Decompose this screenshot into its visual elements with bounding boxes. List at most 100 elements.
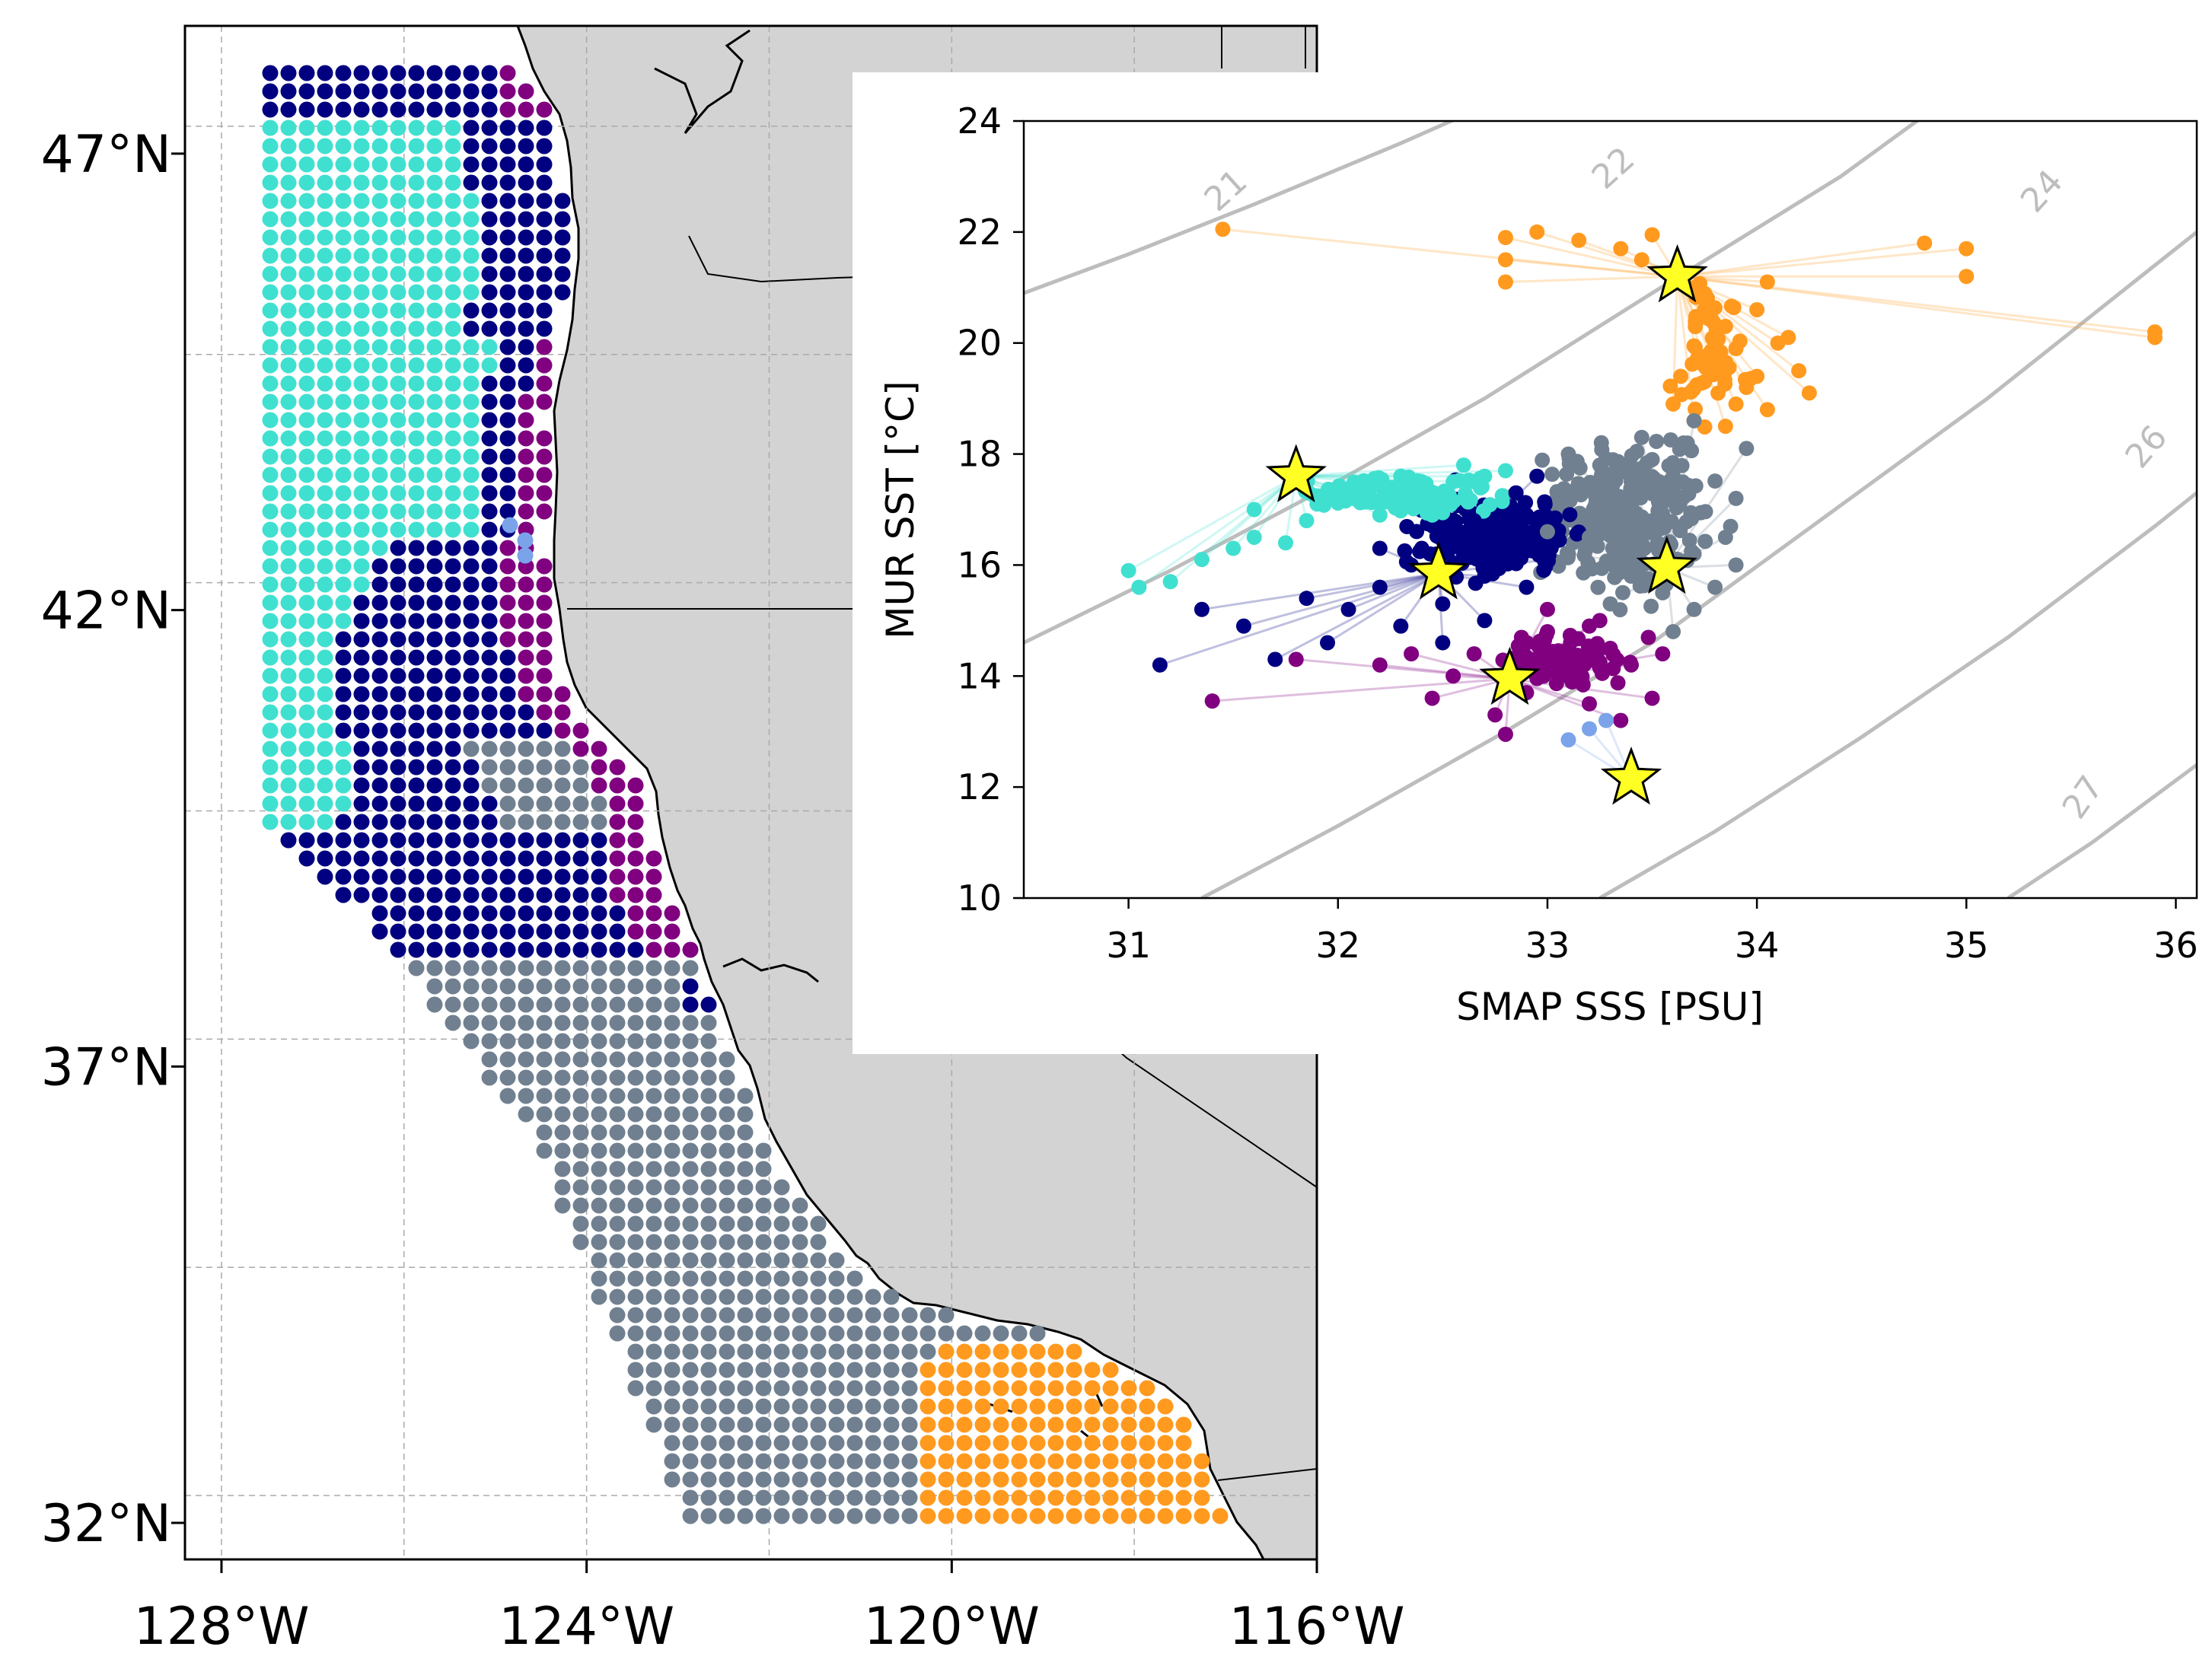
map-grid-cell-dot bbox=[993, 1343, 1009, 1360]
map-grid-cell-dot bbox=[262, 65, 279, 81]
map-grid-cell-dot bbox=[445, 905, 461, 922]
map-grid-cell-dot bbox=[700, 1270, 717, 1287]
map-grid-cell-dot bbox=[426, 923, 443, 940]
map-grid-cell-dot bbox=[390, 211, 406, 228]
centroid-star bbox=[1636, 535, 1697, 594]
map-grid-cell-dot bbox=[737, 1508, 754, 1524]
map-grid-cell-dot bbox=[645, 1325, 662, 1342]
cluster-point bbox=[1595, 516, 1611, 532]
map-grid-cell-dot bbox=[390, 759, 406, 776]
map-grid-cell-dot bbox=[645, 978, 662, 995]
map-grid-cell-dot bbox=[445, 741, 461, 757]
cluster-point bbox=[1549, 484, 1565, 500]
map-grid-cell-dot bbox=[572, 850, 589, 867]
map-grid-cell-dot bbox=[371, 485, 388, 502]
map-grid-cell-dot bbox=[408, 594, 425, 611]
cluster-point bbox=[1340, 601, 1356, 617]
map-grid-cell-dot bbox=[536, 1014, 553, 1031]
map-grid-cell-dot bbox=[280, 667, 297, 684]
map-grid-cell-dot bbox=[317, 302, 333, 319]
map-grid-cell-dot bbox=[609, 850, 626, 867]
map-grid-cell-dot bbox=[773, 1270, 790, 1287]
map-grid-cell-dot bbox=[390, 138, 406, 154]
map-grid-cell-dot bbox=[700, 1088, 717, 1104]
cluster-point bbox=[1728, 490, 1744, 506]
map-grid-cell-dot bbox=[317, 686, 333, 702]
cluster-point bbox=[1801, 385, 1817, 401]
map-grid-cell-dot bbox=[262, 814, 279, 830]
map-grid-cell-dot bbox=[518, 613, 534, 629]
map-grid-cell-dot bbox=[499, 996, 516, 1013]
map-x-tick-label: 116°W bbox=[1229, 1597, 1404, 1657]
map-grid-cell-dot bbox=[645, 923, 662, 940]
map-grid-cell-dot bbox=[499, 887, 516, 903]
map-grid-cell-dot bbox=[463, 65, 480, 81]
cluster-point bbox=[1669, 500, 1684, 516]
map-grid-cell-dot bbox=[682, 1124, 699, 1141]
map-grid-cell-dot bbox=[298, 558, 315, 575]
cluster-point bbox=[1560, 732, 1576, 748]
map-grid-cell-dot bbox=[920, 1453, 936, 1470]
map-grid-cell-dot bbox=[463, 193, 480, 209]
cluster-point bbox=[1215, 221, 1231, 237]
cluster-link bbox=[1347, 572, 1439, 611]
cluster-point bbox=[1655, 646, 1671, 662]
map-grid-cell-dot bbox=[536, 832, 553, 849]
map-grid-cell-dot bbox=[536, 887, 553, 903]
map-grid-cell-dot bbox=[317, 266, 333, 282]
cluster-point bbox=[1572, 460, 1588, 476]
map-grid-cell-dot bbox=[664, 1380, 680, 1397]
map-grid-cell-dot bbox=[755, 1288, 772, 1305]
map-grid-cell-dot bbox=[390, 412, 406, 428]
map-grid-cell-dot bbox=[554, 887, 571, 903]
map-grid-cell-dot bbox=[773, 1325, 790, 1342]
map-grid-cell-dot bbox=[645, 1161, 662, 1177]
map-grid-cell-dot bbox=[920, 1435, 936, 1451]
map-grid-cell-dot bbox=[463, 430, 480, 447]
map-grid-cell-dot bbox=[645, 941, 662, 958]
map-grid-cell-dot bbox=[280, 503, 297, 520]
cluster-point bbox=[1791, 363, 1807, 379]
map-grid-cell-dot bbox=[353, 101, 370, 118]
centroid-star bbox=[1646, 244, 1708, 303]
map-grid-cell-dot bbox=[371, 357, 388, 374]
map-grid-cell-dot bbox=[499, 393, 516, 410]
map-grid-cell-dot bbox=[846, 1453, 863, 1470]
map-grid-cell-dot bbox=[664, 1435, 680, 1451]
map-grid-cell-dot bbox=[390, 302, 406, 319]
map-grid-cell-dot bbox=[371, 667, 388, 684]
inset-y-tick-label: 24 bbox=[957, 100, 1002, 142]
map-grid-cell-dot bbox=[1139, 1398, 1155, 1415]
map-grid-cell-dot bbox=[719, 1124, 735, 1141]
map-grid-cell-dot bbox=[1120, 1398, 1137, 1415]
map-grid-cell-dot bbox=[518, 1069, 534, 1086]
map-grid-cell-dot bbox=[463, 393, 480, 410]
map-grid-cell-dot bbox=[956, 1453, 973, 1470]
map-grid-cell-dot bbox=[335, 174, 352, 191]
density-contour bbox=[1598, 491, 2197, 898]
map-grid-cell-dot bbox=[481, 978, 498, 995]
map-grid-cell-dot bbox=[335, 631, 352, 648]
map-grid-cell-dot bbox=[353, 795, 370, 812]
cluster-point bbox=[1644, 451, 1660, 467]
map-grid-cell-dot bbox=[572, 887, 589, 903]
cluster-link bbox=[1677, 275, 2156, 339]
map-grid-cell-dot bbox=[627, 814, 644, 830]
map-grid-cell-dot bbox=[262, 393, 279, 410]
map-grid-cell-dot bbox=[445, 576, 461, 593]
cluster-link bbox=[1505, 258, 1678, 278]
map-grid-cell-dot bbox=[518, 960, 534, 976]
border-us-mexico bbox=[1217, 1468, 1317, 1481]
map-grid-cell-dot bbox=[810, 1471, 827, 1488]
map-grid-cell-dot bbox=[445, 156, 461, 173]
map-grid-cell-dot bbox=[499, 1033, 516, 1049]
map-grid-cell-dot bbox=[792, 1288, 808, 1305]
cluster-point bbox=[1477, 468, 1493, 484]
map-grid-cell-dot bbox=[518, 393, 534, 410]
map-grid-cell-dot bbox=[536, 1088, 553, 1104]
map-grid-cell-dot bbox=[408, 631, 425, 648]
cluster-point bbox=[1665, 623, 1681, 639]
map-grid-cell-dot bbox=[499, 284, 516, 301]
map-grid-cell-dot bbox=[262, 576, 279, 593]
map-grid-cell-dot bbox=[426, 905, 443, 922]
